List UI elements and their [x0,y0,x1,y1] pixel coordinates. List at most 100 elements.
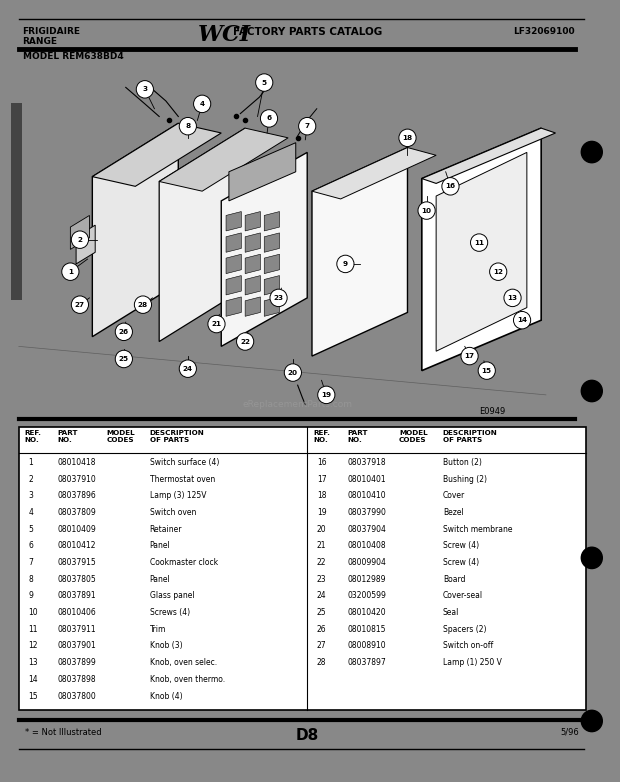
Circle shape [478,362,495,379]
Text: 08037910: 08037910 [57,475,95,483]
Polygon shape [159,128,245,342]
Text: Retainer: Retainer [149,525,182,533]
Text: 17: 17 [464,353,474,359]
Circle shape [582,710,602,732]
Polygon shape [226,233,241,253]
Circle shape [490,263,507,281]
Text: DESCRIPTION
OF PARTS: DESCRIPTION OF PARTS [443,430,498,443]
Text: 08037897: 08037897 [347,658,386,667]
Polygon shape [264,233,280,253]
Text: 26: 26 [317,625,326,633]
Text: MODEL REM638BD4: MODEL REM638BD4 [22,52,123,62]
Text: 08037899: 08037899 [57,658,95,667]
Text: 14: 14 [29,675,38,683]
Polygon shape [221,152,308,346]
Text: 16: 16 [317,458,326,467]
Circle shape [179,117,197,135]
Text: 26: 26 [119,328,129,335]
Circle shape [71,296,89,314]
Text: 08037800: 08037800 [57,691,95,701]
Polygon shape [264,297,280,316]
Circle shape [513,311,531,329]
Text: 8: 8 [185,124,190,129]
Text: FRIGIDAIRE: FRIGIDAIRE [22,27,81,36]
Text: 08037915: 08037915 [57,558,95,567]
Text: 2: 2 [78,237,82,242]
Polygon shape [422,128,541,371]
Text: 28: 28 [317,658,326,667]
Text: 19: 19 [321,392,331,398]
Text: Cookmaster clock: Cookmaster clock [149,558,218,567]
Circle shape [399,129,416,146]
Text: FACTORY PARTS CATALOG: FACTORY PARTS CATALOG [232,27,382,38]
Text: 1: 1 [29,458,33,467]
Circle shape [62,263,79,281]
Text: 08010408: 08010408 [347,541,386,551]
Text: 23: 23 [317,575,326,583]
Text: 24: 24 [183,366,193,371]
Polygon shape [76,225,95,264]
Text: 2: 2 [29,475,33,483]
Text: Bezel: Bezel [443,508,464,517]
Text: Screw (4): Screw (4) [443,541,479,551]
Text: 08010409: 08010409 [57,525,95,533]
Text: Switch membrane: Switch membrane [443,525,512,533]
Circle shape [504,289,521,307]
Text: Cover-seal: Cover-seal [443,591,483,601]
Text: 25: 25 [119,356,129,362]
Text: Knob, oven thermo.: Knob, oven thermo. [149,675,225,683]
Text: 08037918: 08037918 [347,458,386,467]
Polygon shape [312,148,407,356]
Text: 08008910: 08008910 [347,641,386,651]
Text: Trim: Trim [149,625,166,633]
Text: 28: 28 [138,302,148,307]
Circle shape [461,347,478,365]
Text: 9: 9 [343,261,348,267]
Polygon shape [245,297,260,316]
Polygon shape [312,148,436,199]
Polygon shape [436,152,527,351]
Text: E0949: E0949 [479,407,505,417]
Polygon shape [92,124,221,186]
Text: PART
NO.: PART NO. [347,430,368,443]
Text: 08037904: 08037904 [347,525,386,533]
Text: 3: 3 [143,86,148,92]
Polygon shape [245,233,260,253]
Text: REF.
NO.: REF. NO. [25,430,42,443]
Text: 13: 13 [29,658,38,667]
Text: 24: 24 [317,591,326,601]
Text: 08010412: 08010412 [57,541,95,551]
Text: Seal: Seal [443,608,459,617]
Text: 08010401: 08010401 [347,475,386,483]
Text: 7: 7 [29,558,33,567]
Text: * = Not Illustrated: * = Not Illustrated [25,727,101,737]
Polygon shape [245,212,260,231]
Circle shape [260,109,278,127]
Polygon shape [264,275,280,295]
Text: 4: 4 [200,101,205,107]
Text: 9: 9 [29,591,33,601]
Text: 08012989: 08012989 [347,575,386,583]
Text: 27: 27 [75,302,85,307]
Text: 5: 5 [29,525,33,533]
Text: 08037805: 08037805 [57,575,95,583]
Text: Switch oven: Switch oven [149,508,196,517]
Text: 08009904: 08009904 [347,558,386,567]
Text: D8: D8 [296,727,319,743]
Circle shape [115,350,133,368]
Polygon shape [264,212,280,231]
Circle shape [71,231,89,249]
Circle shape [115,323,133,340]
Polygon shape [245,254,260,274]
Text: 22: 22 [317,558,326,567]
Text: 20: 20 [317,525,326,533]
Circle shape [299,117,316,135]
Circle shape [270,289,287,307]
Polygon shape [159,128,288,191]
Text: Panel: Panel [149,541,170,551]
Text: 12: 12 [29,641,38,651]
Text: 08037901: 08037901 [57,641,95,651]
Text: 10: 10 [422,207,432,213]
Polygon shape [226,212,241,231]
Text: 6: 6 [267,116,272,121]
